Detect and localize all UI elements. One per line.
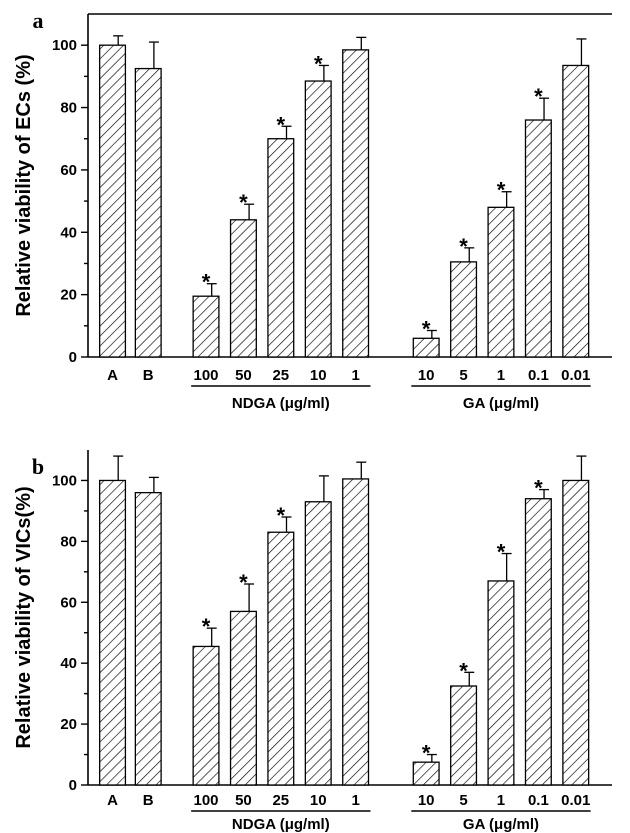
y-tick-label: 80 <box>60 533 77 550</box>
category-label: A <box>107 367 118 384</box>
panel-a: 0 20 40 60 80 100 Relative viability of ECs (%… <box>13 8 612 412</box>
y-tick-label: 60 <box>60 162 77 179</box>
bar <box>342 478 370 786</box>
category-label: 0.1 <box>528 792 549 809</box>
bar <box>229 610 257 786</box>
panel-label: b <box>32 454 44 479</box>
significance-star: * <box>534 476 543 501</box>
y-tick-label: 100 <box>52 472 77 489</box>
bar <box>192 295 220 358</box>
y-axis-label: Relative viability of VICs(%) <box>13 486 35 748</box>
bar <box>342 49 370 358</box>
significance-star: * <box>277 112 286 137</box>
bar <box>192 645 220 786</box>
group-label: GA (μg/ml) <box>463 816 539 833</box>
category-label: B <box>143 792 154 809</box>
significance-star: * <box>459 658 468 683</box>
category-label: A <box>107 792 118 809</box>
category-label: 5 <box>459 367 467 384</box>
category-label: 100 <box>194 792 219 809</box>
bar <box>229 219 257 358</box>
y-tick-label: 80 <box>60 100 77 117</box>
bar <box>487 206 515 358</box>
bar <box>562 64 590 358</box>
bar <box>450 685 478 786</box>
bar <box>304 80 332 358</box>
group-label: NDGA (μg/ml) <box>232 395 330 412</box>
y-tick-label: 0 <box>69 777 77 794</box>
bar <box>267 138 295 358</box>
bar <box>487 580 515 786</box>
category-label: 1 <box>351 792 359 809</box>
significance-star: * <box>277 503 286 528</box>
category-label: B <box>143 367 154 384</box>
category-label: 10 <box>418 792 435 809</box>
y-tick-label: 20 <box>60 287 77 304</box>
significance-star: * <box>202 614 211 639</box>
category-label: 25 <box>272 792 289 809</box>
bar <box>524 119 552 358</box>
category-label: 50 <box>235 792 252 809</box>
category-label: 0.01 <box>561 367 590 384</box>
bar <box>134 67 162 358</box>
group-label: GA (μg/ml) <box>463 395 539 412</box>
category-label: 10 <box>418 367 435 384</box>
panel-label: a <box>33 8 44 33</box>
category-label: 0.01 <box>561 792 590 809</box>
significance-star: * <box>202 270 211 295</box>
significance-star: * <box>239 570 248 595</box>
y-tick-label: 20 <box>60 716 77 733</box>
category-label: 5 <box>459 792 467 809</box>
category-label: 100 <box>194 367 219 384</box>
significance-star: * <box>459 234 468 259</box>
significance-star: * <box>534 84 543 109</box>
category-label: 10 <box>310 367 327 384</box>
significance-star: * <box>239 190 248 215</box>
significance-star: * <box>497 178 506 203</box>
bar <box>98 44 127 358</box>
y-tick-label: 60 <box>60 594 77 611</box>
significance-star: * <box>314 51 323 76</box>
bar <box>524 498 552 786</box>
category-label: 1 <box>497 367 505 384</box>
significance-star: * <box>422 741 431 766</box>
significance-star: * <box>497 540 506 565</box>
y-tick-label: 40 <box>60 655 77 672</box>
bar <box>134 491 162 786</box>
y-axis-label: Relative viability of ECs (%) <box>13 54 35 316</box>
bar <box>98 479 127 786</box>
significance-star: * <box>422 316 431 341</box>
category-label: 0.1 <box>528 367 549 384</box>
y-tick-label: 40 <box>60 224 77 241</box>
y-tick-label: 100 <box>52 37 77 54</box>
y-tick-label: 0 <box>69 349 77 366</box>
category-label: 1 <box>351 367 359 384</box>
category-label: 1 <box>497 792 505 809</box>
bar <box>267 531 295 786</box>
bar <box>450 261 478 358</box>
bar <box>412 337 440 358</box>
category-label: 50 <box>235 367 252 384</box>
bar <box>304 501 332 786</box>
group-label: NDGA (μg/ml) <box>232 816 330 833</box>
bar <box>412 761 440 786</box>
bar <box>562 479 590 786</box>
panel-b: 0 20 40 60 80 100 Relative viability of VICs(%… <box>13 450 612 833</box>
category-label: 25 <box>272 367 289 384</box>
category-label: 10 <box>310 792 327 809</box>
